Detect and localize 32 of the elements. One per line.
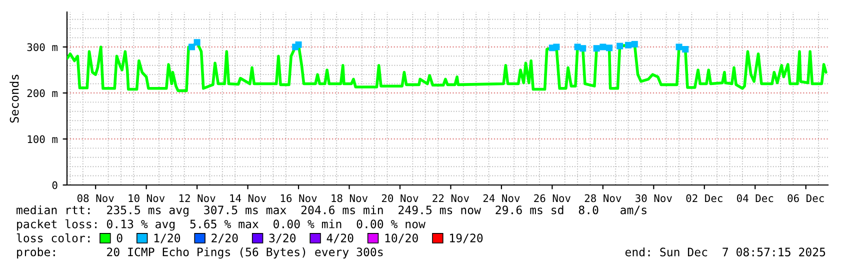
- legend-title: loss color:: [16, 233, 90, 242]
- x-tick-label: 06 Dec: [788, 194, 824, 202]
- x-tick-label: 12 Nov: [179, 194, 216, 202]
- x-tick-label: 04 Dec: [736, 194, 774, 202]
- y-tick-label: 100 m: [28, 135, 58, 144]
- legend-label: 4/20: [326, 234, 354, 244]
- legend-label: 10/20: [385, 234, 418, 244]
- y-tick-label: 0: [52, 181, 58, 190]
- text: probe: 20 ICMP Echo Pings (56 Bytes) every 300s: [17, 247, 383, 259]
- text: end: Sun Dec 7 08:57:15 2025: [625, 247, 826, 256]
- x-tick-label: 24 Nov: [483, 194, 520, 202]
- legend-label: 3/20: [269, 234, 296, 244]
- x-tick-label: 20 Nov: [382, 194, 418, 202]
- x-tick-label: 02 Dec: [686, 194, 722, 202]
- x-tick-label: 16 Nov: [280, 194, 317, 202]
- text: packet loss: 0.13 % avg 5.65 % max 0.00 % min 0.00 % now: [17, 219, 426, 231]
- x-tick-label: 18 Nov: [332, 194, 368, 202]
- y-axis-title: Seconds: [10, 74, 19, 123]
- x-tick-label: 30 Nov: [636, 194, 672, 202]
- text: median rtt: 235.5 ms avg 307.5 ms max 204.6 ms min 249.5 ms now 29.6 ms sd 8.0 am/s: [16, 205, 646, 217]
- x-tick-label: 14 Nov: [230, 194, 266, 202]
- legend-label: 0: [116, 234, 122, 242]
- x-tick-label: 22 Nov: [432, 194, 470, 202]
- x-tick-label: 28 Nov: [584, 194, 622, 202]
- legend-label: 2/20: [212, 234, 238, 244]
- y-tick-label: 200 m: [27, 89, 58, 98]
- x-tick-label: 08 Nov: [77, 194, 114, 202]
- x-tick-label: 10 Nov: [128, 194, 165, 202]
- y-tick-label: 300 m: [27, 43, 58, 52]
- x-tick-label: 26 Nov: [534, 194, 570, 202]
- legend-label: 1/20: [154, 234, 180, 244]
- legend-label: 19/20: [450, 234, 483, 244]
